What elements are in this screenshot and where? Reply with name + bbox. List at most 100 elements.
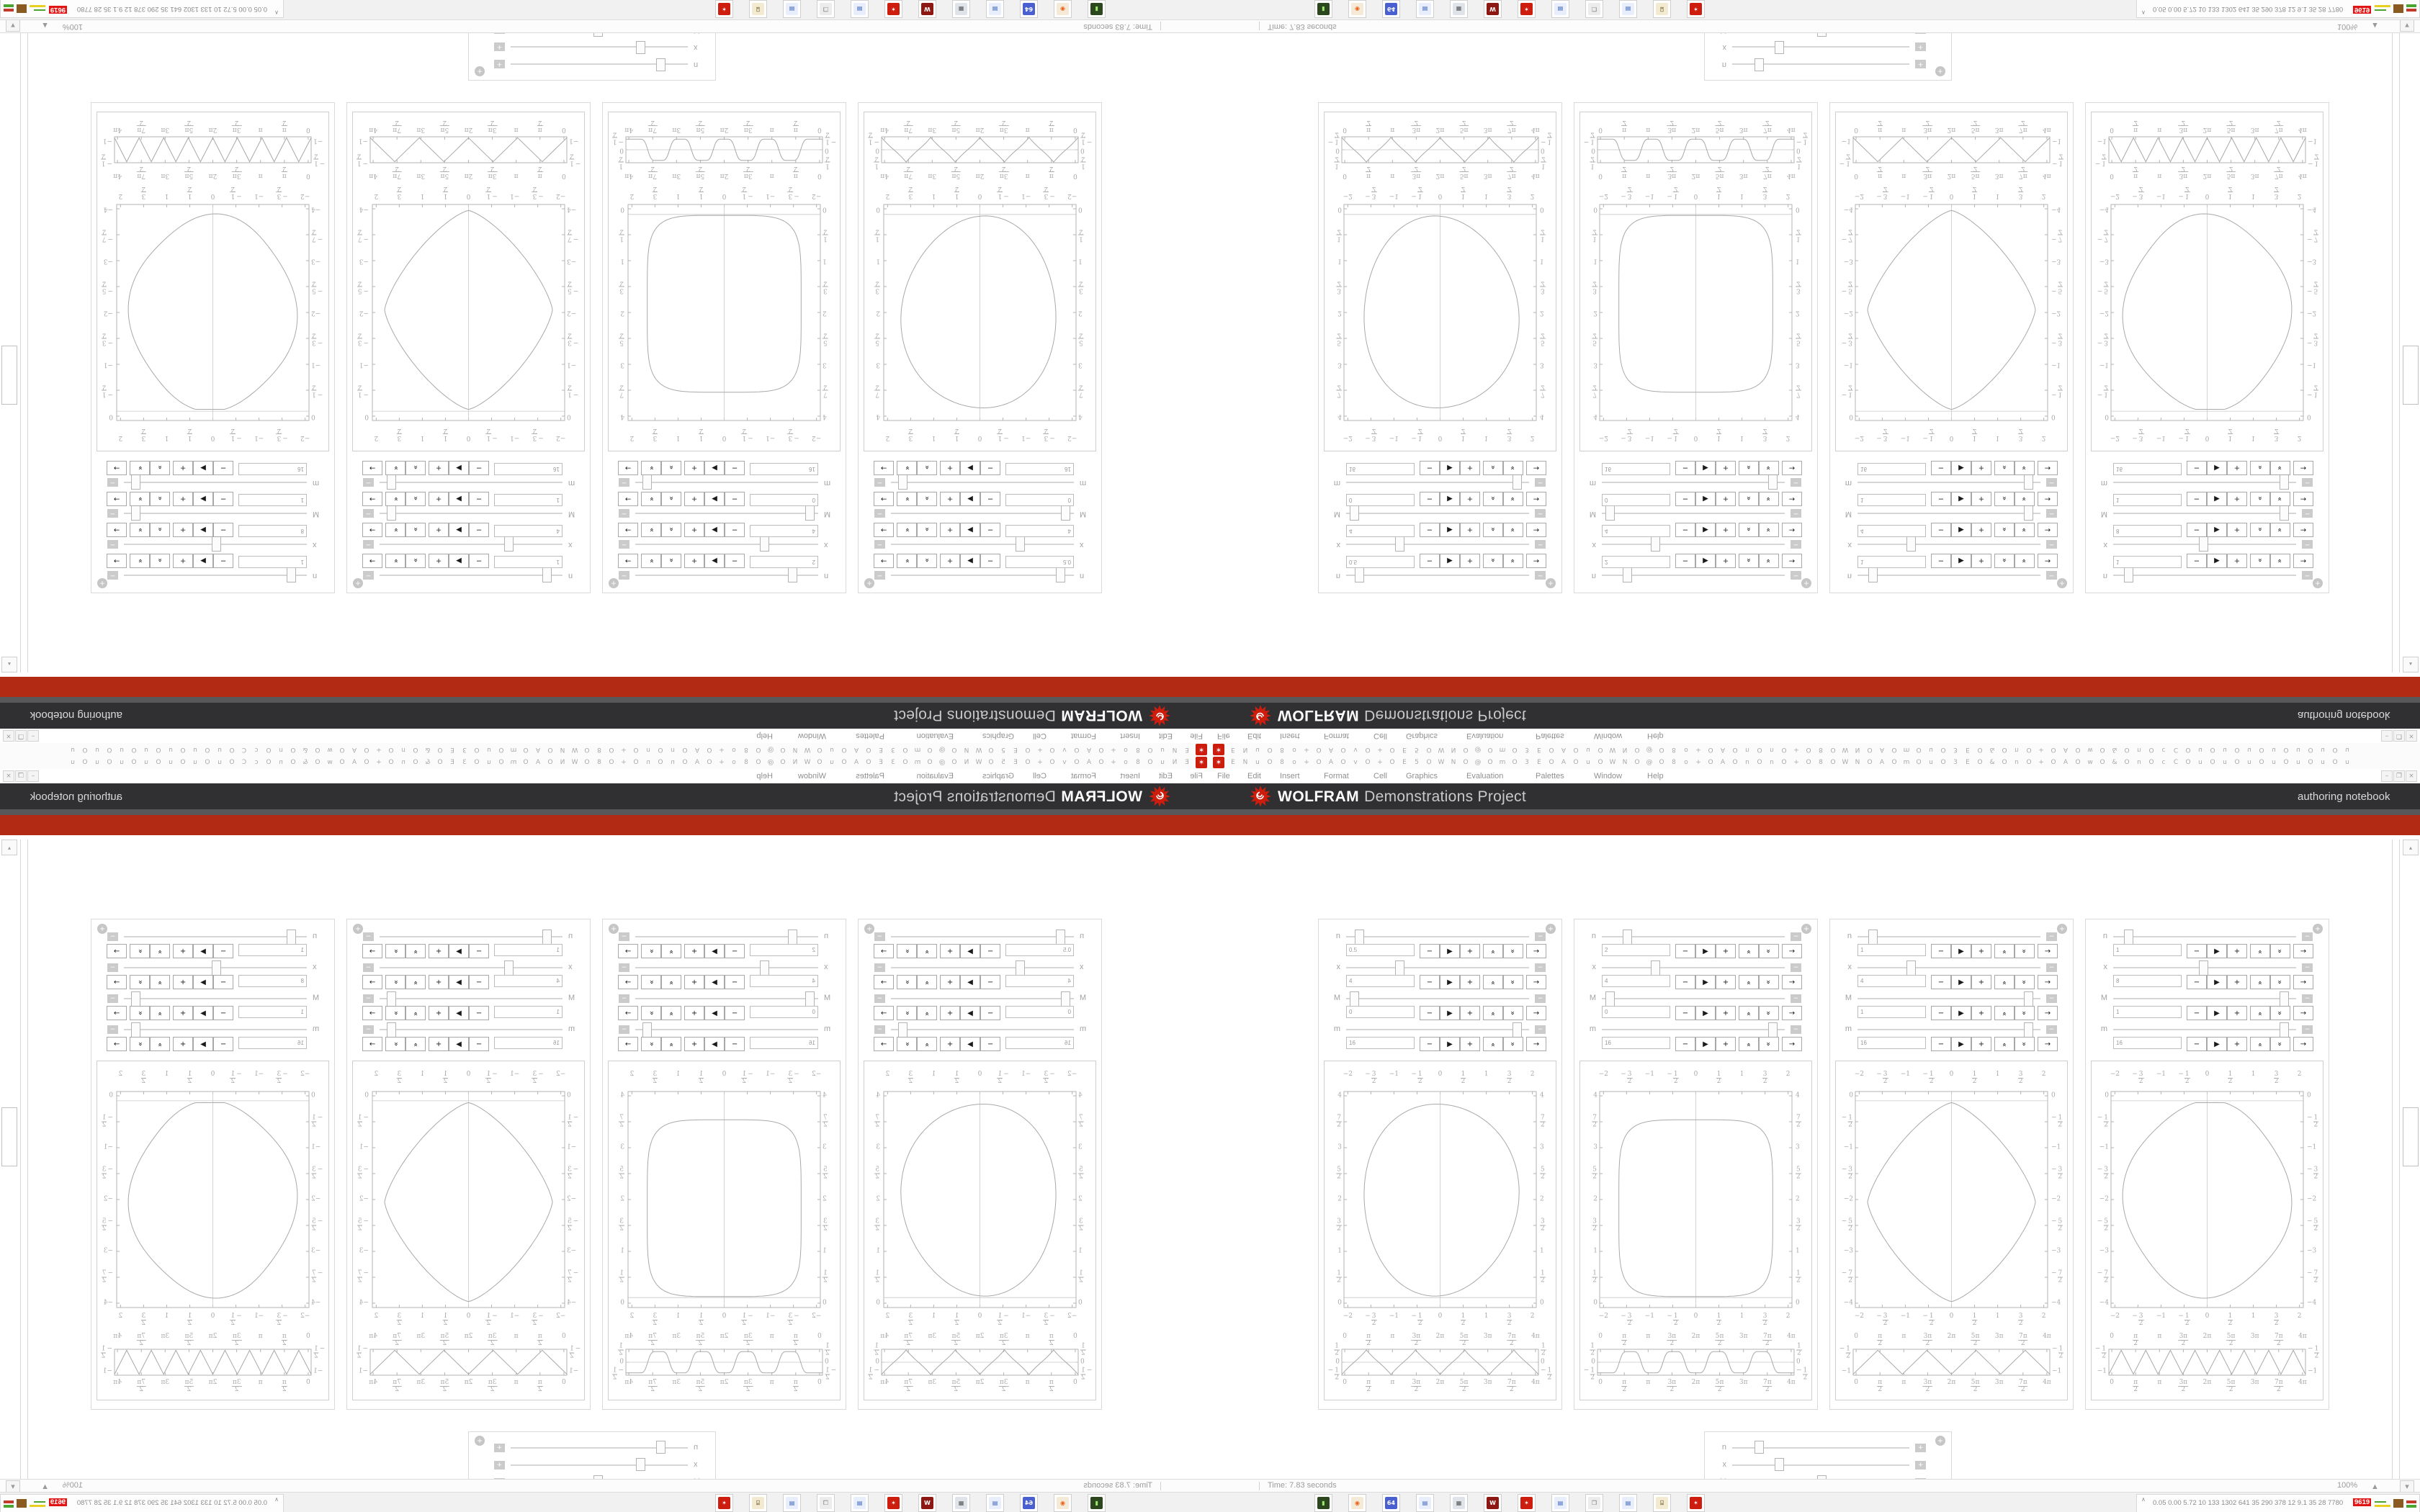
slider-track[interactable] (1602, 482, 1785, 483)
toolbar-button-icon[interactable]: C (2173, 746, 2179, 753)
toolbar-button-icon[interactable]: O (1757, 746, 1762, 753)
slower-button[interactable]: « (641, 492, 661, 506)
toolbar-button-icon[interactable]: u (218, 746, 222, 753)
toolbar-button-icon[interactable]: O (1316, 746, 1322, 753)
faster-button[interactable]: « (917, 944, 937, 958)
toolbar-button-icon[interactable]: u (2296, 746, 2300, 753)
slower-button[interactable]: « (641, 944, 661, 958)
collapse-controls-button[interactable]: − (107, 478, 118, 487)
toolbar-button-icon[interactable]: O (437, 746, 443, 753)
play-button[interactable]: ▶ (2207, 554, 2227, 568)
play-button[interactable]: ▶ (1695, 975, 1716, 989)
faster-button[interactable]: « (1994, 461, 2015, 475)
play-button[interactable]: ▶ (2207, 975, 2227, 989)
toolbar-button-icon[interactable]: v (1353, 759, 1358, 766)
play-button[interactable]: ▶ (704, 1037, 725, 1051)
toolbar-button-icon[interactable]: + (1695, 746, 1701, 753)
play-button[interactable]: ▶ (960, 975, 980, 989)
zoom-caret-icon[interactable]: ▲ (41, 1482, 49, 1491)
decrement-button[interactable]: − (725, 975, 745, 989)
toolbar-button-icon[interactable]: A (1328, 759, 1334, 766)
value-input[interactable]: 0 (1346, 1006, 1415, 1018)
toolbar-button-icon[interactable]: O (1806, 746, 1811, 753)
increment-button[interactable]: + (2227, 554, 2247, 568)
slider-thumb[interactable] (1395, 536, 1405, 552)
slider-thumb[interactable] (1868, 930, 1878, 945)
toolbar-button-icon[interactable]: O (266, 746, 272, 753)
value-input[interactable]: 1 (1857, 494, 1926, 506)
play-button[interactable]: ▶ (1695, 1037, 1716, 1051)
value-input[interactable]: 4 (1602, 525, 1670, 537)
increment-button[interactable]: + (429, 1037, 449, 1051)
increment-button[interactable]: + (1971, 1037, 1991, 1051)
toolbar-button-icon[interactable]: O (951, 759, 957, 766)
play-button[interactable]: ▶ (960, 554, 980, 568)
direction-button[interactable]: → (874, 1006, 894, 1020)
toolbar-button-icon[interactable]: O (1940, 759, 1946, 766)
increment-button[interactable]: + (1460, 975, 1480, 989)
slider-thumb[interactable] (131, 474, 141, 490)
slider-thumb[interactable] (656, 1441, 666, 1454)
toolbar-button-icon[interactable]: O (2210, 746, 2215, 753)
slower-button[interactable]: « (1759, 554, 1779, 568)
play-button[interactable]: ▶ (704, 975, 725, 989)
increment-button[interactable]: + (684, 461, 704, 475)
toolbar-button-icon[interactable]: N (792, 759, 798, 766)
toolbar-button-icon[interactable]: O (1708, 746, 1713, 753)
expand-controls-button[interactable]: + (1915, 60, 1926, 68)
manipulate-menu-icon[interactable]: + (1801, 924, 1811, 934)
toolbar-button-icon[interactable]: 8 (1819, 759, 1823, 766)
calculator-icon[interactable]: ▦ (1450, 1494, 1468, 1512)
toolbar-button-icon[interactable]: A (1879, 759, 1885, 766)
play-button[interactable]: ▶ (1951, 523, 1971, 537)
slower-button[interactable]: « (385, 975, 405, 989)
toolbar-button-icon[interactable]: u (169, 759, 173, 766)
value-input[interactable]: 2 (1602, 944, 1670, 956)
toolbar-button-icon[interactable]: O (1830, 759, 1836, 766)
direction-button[interactable]: → (2293, 492, 2313, 506)
notepad-icon[interactable]: ▤ (851, 0, 869, 18)
toolbar-button-icon[interactable]: A (853, 759, 859, 766)
slider-thumb[interactable] (131, 991, 141, 1007)
toolbar-button-icon[interactable]: u (120, 759, 124, 766)
collapse-controls-button[interactable]: − (874, 1025, 885, 1034)
slower-button[interactable]: « (1759, 461, 1779, 475)
toolbar-button-icon[interactable]: O (1389, 759, 1395, 766)
decrement-button[interactable]: − (725, 523, 745, 537)
value-input[interactable]: 0 (750, 1006, 818, 1018)
faster-button[interactable]: « (917, 1037, 937, 1051)
toolbar-button-icon[interactable]: O (756, 746, 761, 753)
slower-button[interactable]: « (897, 461, 917, 475)
toolbar-button-icon[interactable]: E (879, 759, 883, 766)
collapse-controls-button[interactable]: − (363, 540, 374, 549)
collapse-controls-button[interactable]: − (619, 509, 629, 518)
decrement-button[interactable]: − (2187, 461, 2207, 475)
toolbar-button-icon[interactable]: 3 (1525, 746, 1529, 753)
increment-button[interactable]: + (940, 1006, 960, 1020)
manipulate-menu-icon[interactable]: + (1546, 924, 1556, 934)
toolbar-button-icon[interactable]: O (1025, 759, 1031, 766)
play-button[interactable]: ▶ (1695, 1006, 1716, 1020)
slider-track[interactable] (1346, 936, 1529, 937)
menu-item-graphics[interactable]: Graphics (1406, 772, 1438, 780)
decrement-button[interactable]: − (469, 554, 489, 568)
value-input[interactable]: 1 (1857, 1006, 1926, 1018)
wolfram-w-icon[interactable]: W (918, 1494, 936, 1512)
zoom-level-label[interactable]: 100% (2337, 1481, 2358, 1490)
slider-track[interactable] (1857, 936, 2040, 937)
slider-track[interactable] (380, 513, 563, 514)
toolbar-button-icon[interactable]: O (2051, 759, 2056, 766)
decrement-button[interactable]: − (213, 944, 233, 958)
expand-controls-button[interactable]: + (494, 42, 505, 51)
play-button[interactable]: ▶ (1951, 975, 1971, 989)
menu-item-window[interactable]: Window (1594, 772, 1623, 780)
toolbar-button-icon[interactable]: + (376, 759, 382, 766)
decrement-button[interactable]: − (469, 523, 489, 537)
toolbar-button-icon[interactable]: 5 (1415, 746, 1419, 753)
slider-thumb[interactable] (2023, 1022, 2033, 1038)
toolbar-button-icon[interactable]: A (1561, 746, 1567, 753)
spikey-icon[interactable]: ✶ (1687, 0, 1705, 18)
toolbar-button-icon[interactable]: u (144, 759, 148, 766)
toolbar-button-icon[interactable]: A (1086, 746, 1092, 753)
toolbar-button-icon[interactable]: O (1049, 759, 1055, 766)
